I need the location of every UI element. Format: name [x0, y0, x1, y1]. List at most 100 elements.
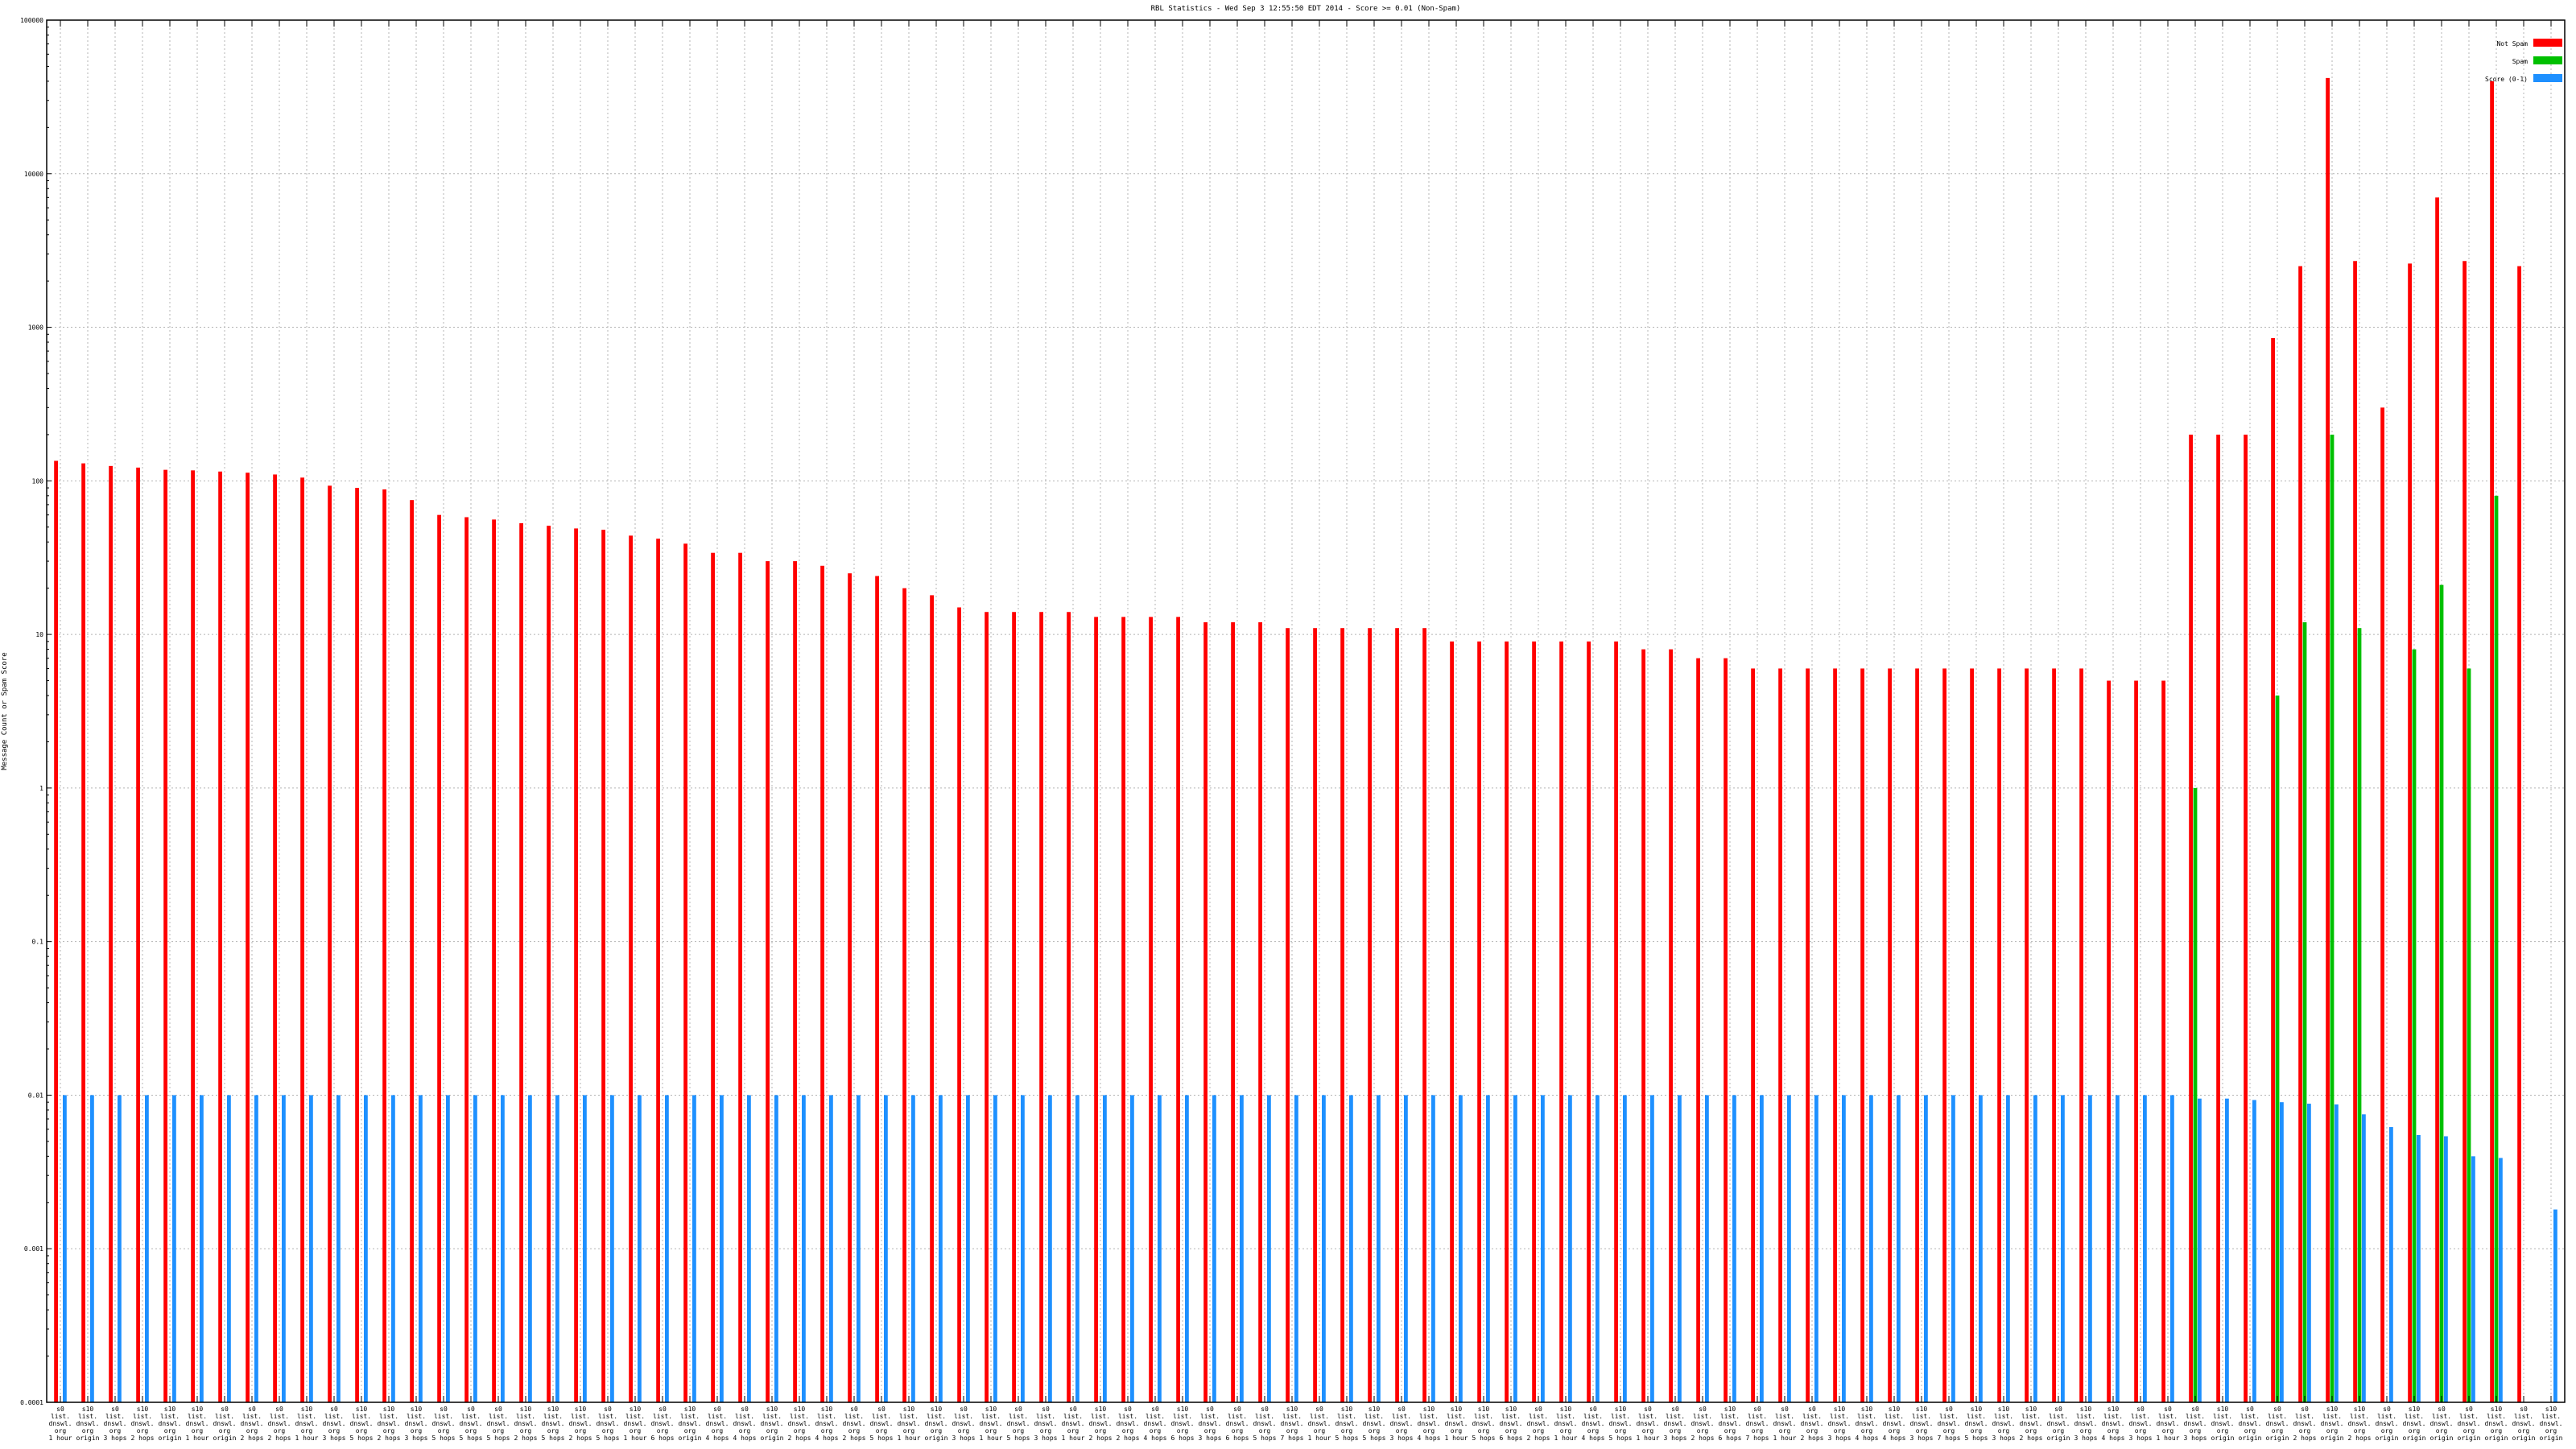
bar-spam [2494, 495, 2499, 1403]
x-tick-label: s0 list. dnswl. org origin [2239, 1406, 2262, 1442]
x-tick-label: s0 list. dnswl. org 1 hour [1062, 1406, 1085, 1442]
axes [46, 19, 2566, 1403]
y-tick-label: 0.001 [24, 1245, 43, 1253]
bar-score-0-1- [720, 1095, 724, 1402]
bar-not-spam [2517, 266, 2521, 1402]
x-tick-label: s0 list. dnswl. org 1 hour [1637, 1406, 1660, 1442]
bar-score-0-1- [1075, 1095, 1080, 1402]
bar-score-0-1- [747, 1095, 751, 1402]
x-tick-label: s0 list. dnswl. org 5 hops [487, 1406, 510, 1442]
bar-score-0-1- [336, 1095, 341, 1402]
bar-score-0-1- [1951, 1095, 1955, 1402]
bar-not-spam [382, 489, 386, 1402]
bar-not-spam [656, 539, 660, 1402]
x-tick-label: s0 list. dnswl. org 5 hops [597, 1406, 620, 1442]
x-tick-label: s0 list. dnswl. org 3 hops [1664, 1406, 1687, 1442]
x-tick-label: s0 list. dnswl. org 5 hops [1253, 1406, 1277, 1442]
x-tick-label: s10 list. dnswl. org 4 hops [1883, 1406, 1906, 1442]
bar-not-spam [2189, 434, 2193, 1402]
bar-spam [2412, 649, 2417, 1402]
bar-score-0-1- [2499, 1158, 2503, 1402]
bar-score-0-1- [1158, 1095, 1162, 1402]
x-tick-label: s0 list. dnswl. org 5 hops [460, 1406, 483, 1442]
bar-score-0-1- [939, 1095, 943, 1402]
bar-not-spam [820, 565, 824, 1403]
x-tick-label: s0 list. dnswl. org 2 hops [268, 1406, 291, 1442]
bar-score-0-1- [2006, 1095, 2010, 1402]
bar-score-0-1- [1787, 1095, 1791, 1402]
bar-not-spam [54, 460, 58, 1403]
x-tick-label: s0 list. dnswl. org 7 hops [1746, 1406, 1769, 1442]
bar-score-0-1- [364, 1095, 368, 1402]
x-tick-label: s0 list. dnswl. org 1 hour [1308, 1406, 1331, 1442]
bar-not-spam [2435, 197, 2439, 1403]
bar-not-spam [464, 517, 469, 1402]
bar-score-0-1- [884, 1095, 888, 1402]
x-tick-label: s10 list. dnswl. org 2 hops [2020, 1406, 2043, 1442]
bar-score-0-1- [1103, 1095, 1107, 1402]
x-tick-label: s0 list. dnswl. org 3 hops [1199, 1406, 1222, 1442]
bar-spam [2357, 628, 2362, 1402]
bar-not-spam [437, 514, 441, 1402]
bar-not-spam [1587, 641, 1591, 1402]
bar-score-0-1- [1678, 1095, 1682, 1402]
x-tick-label: s0 list. dnswl. org origin [2458, 1406, 2481, 1442]
bar-not-spam [1450, 641, 1454, 1402]
legend-swatch [2533, 74, 2562, 82]
x-tick-label: s0 list. dnswl. org 2 hops [1801, 1406, 1824, 1442]
bar-not-spam [1505, 641, 1509, 1402]
bar-not-spam [2107, 680, 2111, 1402]
x-tick-label: s0 list. dnswl. org 3 hops [1390, 1406, 1414, 1442]
x-tick-label: s10 list. dnswl. org 6 hops [1719, 1406, 1742, 1442]
bar-score-0-1- [857, 1095, 861, 1402]
bar-not-spam [2490, 80, 2494, 1403]
x-tick-label: s10 list. dnswl. org 5 hops [1609, 1406, 1633, 1442]
bar-not-spam [547, 526, 551, 1402]
bar-not-spam [1286, 628, 1290, 1402]
bar-score-0-1- [200, 1095, 204, 1402]
x-tick-label: s10 list. dnswl. org 1 hour [1445, 1406, 1468, 1442]
bar-not-spam [246, 473, 250, 1402]
x-tick-label: s10 list. dnswl. org origin [2211, 1406, 2235, 1442]
legend-swatch [2533, 39, 2562, 47]
x-tick-label: s0 list. dnswl. org 3 hops [1034, 1406, 1058, 1442]
x-tick-label: s10 list. dnswl. org 1 hour [624, 1406, 647, 1442]
y-tick-label: 0.1 [32, 939, 44, 946]
bar-score-0-1- [2033, 1095, 2037, 1402]
x-tick-label: s0 list. dnswl. org 2 hops [2293, 1406, 2317, 1442]
y-tick-label: 1000 [28, 324, 43, 332]
bar-not-spam [1395, 628, 1399, 1402]
bar-not-spam [1422, 628, 1426, 1402]
bar-score-0-1- [802, 1095, 806, 1402]
bar-not-spam [1176, 617, 1180, 1402]
bar-score-0-1- [528, 1095, 532, 1402]
bar-score-0-1- [63, 1095, 67, 1402]
x-tick-label: s0 list. dnswl. org 4 hops [706, 1406, 729, 1442]
bar-not-spam [1532, 641, 1536, 1402]
bar-score-0-1- [446, 1095, 450, 1402]
chart-title: RBL Statistics - Wed Sep 3 12:55:50 EDT … [1151, 5, 1461, 13]
bar-not-spam [848, 573, 852, 1402]
x-tick-label: s10 list. dnswl. org 4 hops [1856, 1406, 1879, 1442]
x-tick-label: s0 list. dnswl. org 2 hops [843, 1406, 866, 1442]
bar-score-0-1- [829, 1095, 833, 1402]
bar-not-spam [109, 465, 113, 1403]
bar-not-spam [2025, 668, 2029, 1402]
x-tick-label: s10 list. dnswl. org 1 hour [1554, 1406, 1578, 1442]
bar-score-0-1- [2061, 1095, 2065, 1402]
x-tick-label: s10 list. dnswl. org origin [925, 1406, 948, 1442]
x-tick-label: s10 list. dnswl. org 1 hour [186, 1406, 209, 1442]
bar-spam [2302, 622, 2307, 1402]
bar-score-0-1- [692, 1095, 696, 1402]
x-tick-label: s10 list. dnswl. org 1 hour [898, 1406, 921, 1442]
x-tick-label: s10 list. dnswl. org origin [679, 1406, 702, 1442]
bar-score-0-1- [583, 1095, 587, 1402]
bar-score-0-1- [1623, 1095, 1627, 1402]
bar-not-spam [902, 588, 906, 1402]
bar-score-0-1- [2417, 1134, 2421, 1402]
bar-score-0-1- [2444, 1136, 2448, 1402]
x-tick-label: s0 list. dnswl. org 1 hour [2157, 1406, 2180, 1442]
bar-score-0-1- [2362, 1114, 2366, 1402]
x-tick-label: s10 list. dnswl. org 5 hops [1363, 1406, 1386, 1442]
bar-score-0-1- [145, 1095, 149, 1402]
